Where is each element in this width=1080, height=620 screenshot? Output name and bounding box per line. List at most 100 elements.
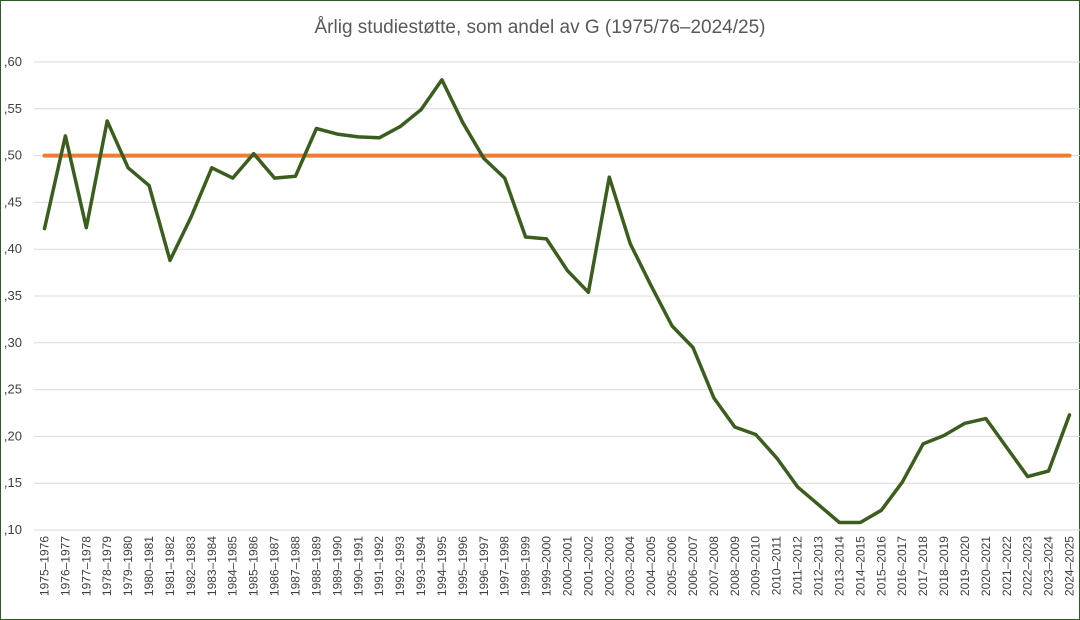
x-tick-label: 2022–2023 (1021, 536, 1035, 596)
x-tick-label: 2021–2022 (1000, 536, 1014, 596)
x-tick-label: 2009–2010 (749, 536, 763, 596)
data-point (42, 227, 46, 231)
x-tick-label: 2024–2025 (1063, 536, 1077, 596)
x-tick-label: 2016–2017 (895, 536, 909, 596)
x-tick-label: 1990–1991 (351, 536, 365, 596)
x-tick-label: 2001–2002 (581, 536, 595, 596)
data-point (147, 184, 151, 188)
x-tick-label: 1983–1984 (205, 536, 219, 596)
x-tick-label: 1984–1985 (226, 536, 240, 596)
data-point (817, 503, 820, 507)
data-point (231, 176, 235, 180)
y-tick-label: ,55 (4, 101, 22, 116)
x-tick-label: 1980–1981 (142, 536, 156, 596)
x-tick-label: 2002–2003 (602, 536, 616, 596)
x-tick-label: 1999–2000 (540, 536, 554, 596)
x-tick-label: 2010–2011 (770, 536, 784, 596)
data-point (482, 156, 486, 160)
data-point (356, 135, 360, 139)
data-point (440, 78, 444, 82)
x-tick-label: 1995–1996 (456, 536, 470, 596)
x-tick-label: 2019–2020 (958, 536, 972, 596)
data-point (314, 126, 318, 130)
data-point (524, 235, 528, 239)
data-point (105, 119, 109, 123)
x-tick-label: 1997–1998 (498, 536, 512, 596)
y-tick-label: ,35 (4, 288, 22, 303)
data-point (607, 175, 611, 179)
y-tick-label: ,60 (4, 54, 22, 69)
data-point (168, 258, 172, 262)
x-tick-label: 1987–1988 (289, 536, 303, 596)
x-tick-label: 1989–1990 (330, 536, 344, 596)
y-tick-label: ,30 (4, 335, 22, 350)
x-tick-label: 2015–2016 (874, 536, 888, 596)
data-point (712, 396, 716, 400)
y-tick-label: ,10 (4, 522, 22, 537)
x-tick-label: 1996–1997 (477, 536, 491, 596)
y-tick-label: ,50 (4, 148, 22, 163)
data-point (1026, 475, 1030, 479)
x-tick-label: 2020–2021 (979, 536, 993, 596)
data-point (649, 284, 653, 288)
data-point (565, 269, 569, 273)
data-point (628, 242, 632, 246)
y-tick-label: ,25 (4, 382, 22, 397)
x-tick-label: 1988–1989 (309, 536, 323, 596)
x-tick-label: 1977–1978 (79, 536, 93, 596)
data-point (419, 108, 423, 112)
data-point (126, 166, 130, 170)
x-tick-label: 2014–2015 (853, 536, 867, 596)
x-tick-label: 2018–2019 (937, 536, 951, 596)
y-tick-label: ,40 (4, 241, 22, 256)
data-point (210, 166, 214, 170)
data-point (586, 290, 590, 294)
data-point (377, 136, 381, 140)
data-point (503, 176, 507, 180)
data-point (775, 456, 779, 460)
data-point (691, 345, 695, 349)
x-tick-label: 1998–1999 (519, 536, 533, 596)
x-tick-label: 2017–2018 (916, 536, 930, 596)
x-tick-label: 2005–2006 (665, 536, 679, 596)
y-tick-label: ,20 (4, 428, 22, 443)
data-point (545, 237, 549, 241)
chart-title: Årlig studiestøtte, som andel av G (1975… (314, 17, 766, 38)
series-line-studiestotte (42, 78, 1072, 525)
data-point (63, 134, 67, 138)
data-point (733, 425, 737, 429)
x-tick-label: 1991–1992 (372, 536, 386, 596)
x-tick-label: 2006–2007 (686, 536, 700, 596)
x-tick-label: 1986–1987 (268, 536, 282, 596)
x-tick-label: 1994–1995 (435, 536, 449, 596)
data-point (858, 521, 862, 525)
data-point (335, 132, 339, 136)
data-point (837, 521, 841, 525)
data-point (84, 226, 88, 230)
data-point (398, 125, 402, 129)
x-tick-label: 2011–2012 (791, 536, 805, 596)
data-point (900, 480, 904, 484)
y-tick-label: ,15 (4, 475, 22, 490)
data-point (252, 152, 256, 156)
x-tick-label: 1985–1986 (247, 536, 261, 596)
data-point (754, 433, 758, 437)
data-point (921, 442, 925, 446)
x-tick-label: 2007–2008 (707, 536, 721, 596)
data-point (273, 176, 277, 180)
data-point (461, 121, 465, 125)
x-tick-label: 2004–2005 (644, 536, 658, 596)
data-point (1005, 446, 1009, 450)
data-point (670, 324, 674, 328)
data-point (1047, 469, 1051, 473)
data-point (879, 508, 883, 512)
x-tick-label: 1979–1980 (121, 536, 135, 596)
x-tick-label: 2023–2024 (1042, 536, 1056, 596)
data-point (1068, 413, 1072, 417)
x-tick-label: 1978–1979 (100, 536, 114, 596)
x-tick-label: 1993–1994 (414, 536, 428, 596)
data-point (294, 174, 297, 178)
x-tick-label: 2012–2013 (812, 536, 826, 596)
data-point (942, 433, 946, 437)
